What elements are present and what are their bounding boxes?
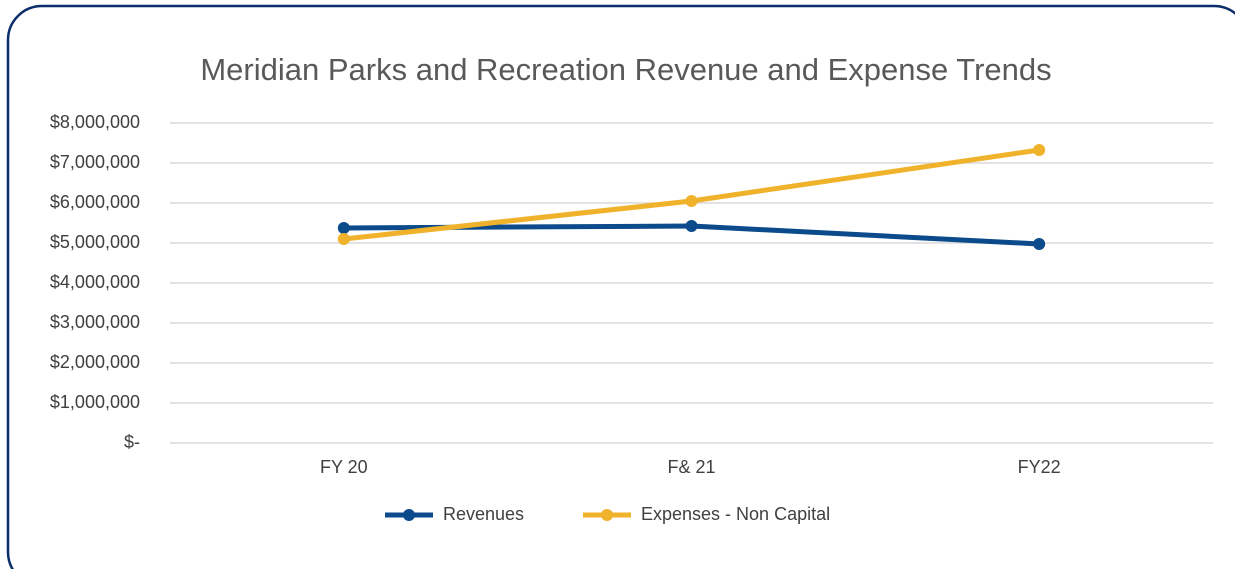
y-tick-label: $3,000,000 [50,312,140,332]
data-point [337,233,350,245]
data-point [337,222,350,234]
legend-label: Expenses - Non Capital [641,504,830,524]
x-tick-label: FY22 [1018,457,1061,477]
data-point [1033,238,1046,250]
data-point [685,195,698,207]
legend-label: Revenues [443,504,524,524]
y-tick-label: $5,000,000 [50,232,140,252]
x-tick-label: FY 20 [320,457,368,477]
y-tick-label: $7,000,000 [50,152,140,172]
y-tick-label: $4,000,000 [50,272,140,292]
x-tick-label: F& 21 [667,457,715,477]
y-tick-label: $8,000,000 [50,112,140,132]
legend-marker [403,509,415,521]
y-tick-label: $2,000,000 [50,352,140,372]
data-point [1033,144,1046,156]
y-tick-label: $- [124,432,140,452]
y-tick-label: $1,000,000 [50,392,140,412]
chart-title: Meridian Parks and Recreation Revenue an… [200,52,1051,87]
legend-marker [601,509,613,521]
data-point [685,220,698,232]
y-tick-label: $6,000,000 [50,192,140,212]
chart-frame [6,4,1235,574]
